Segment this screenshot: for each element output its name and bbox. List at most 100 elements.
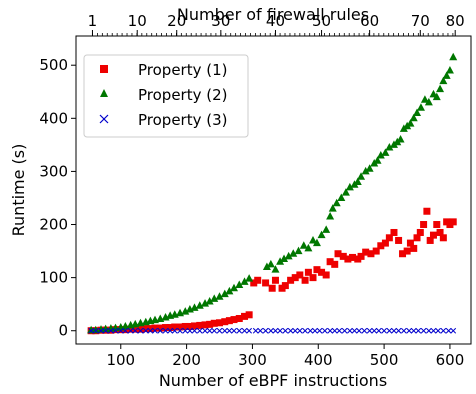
data-point-property-1 (262, 279, 270, 287)
data-point-property-2 (190, 303, 199, 311)
data-point-property-1 (390, 228, 398, 236)
data-point-property-1 (196, 321, 204, 329)
data-point-property-2 (225, 286, 234, 295)
legend-label-property-2: Property (2) (138, 86, 228, 104)
data-point-property-3 (415, 327, 422, 334)
data-point-property-3 (366, 327, 373, 334)
data-point-property-3 (202, 327, 208, 334)
data-point-property-1 (322, 271, 330, 279)
data-point-property-3 (406, 327, 412, 334)
data-point-property-3 (142, 327, 149, 334)
data-point-property-2 (341, 188, 350, 196)
data-point-property-1 (301, 276, 309, 284)
legend-box (83, 54, 249, 138)
data-point-property-3 (347, 327, 353, 334)
data-point-property-3 (162, 327, 169, 334)
data-point-property-3 (391, 327, 397, 334)
data-point-property-3 (316, 327, 323, 334)
data-point-property-3 (302, 327, 308, 334)
data-point-property-1 (313, 266, 321, 274)
data-point-property-3 (137, 327, 144, 334)
data-point-property-2 (432, 92, 441, 101)
data-point-property-3 (122, 327, 129, 334)
y-axis-label: Runtime (s) (9, 144, 28, 237)
data-point-property-1 (344, 255, 352, 263)
y-tick-label: 300 (39, 162, 68, 180)
data-point-property-1 (245, 311, 253, 319)
top-tick-label: 50 (312, 12, 331, 30)
data-point-property-1 (156, 324, 164, 332)
data-point-property-1 (151, 324, 159, 332)
top-tick-label: 40 (266, 12, 285, 30)
data-point-property-2 (332, 198, 341, 207)
data-point-property-1 (339, 252, 347, 260)
data-point-property-1 (281, 282, 289, 290)
x-axis-label: Number of eBPF instructions (159, 371, 387, 390)
data-point-property-3 (112, 327, 119, 334)
data-point-property-2 (299, 241, 308, 249)
data-point-property-1 (423, 207, 431, 215)
data-point-property-2 (312, 238, 321, 247)
data-point-property-1 (210, 319, 218, 327)
data-point-property-3 (171, 327, 178, 334)
y-tick-label: 100 (39, 269, 68, 287)
data-point-property-2 (317, 230, 326, 239)
data-point-property-3 (262, 327, 269, 334)
data-point-property-2 (373, 156, 382, 164)
data-point-property-1 (331, 260, 339, 268)
data-point-property-1 (296, 271, 304, 279)
data-point-property-3 (88, 327, 94, 334)
x-tick-label: 300 (238, 351, 267, 369)
data-point-property-3 (375, 327, 382, 334)
top-x-axis-label: Number of firewall rules (177, 5, 369, 24)
data-point-property-2 (353, 177, 362, 186)
data-point-property-2 (210, 294, 219, 302)
data-point-property-3 (381, 327, 387, 334)
data-point-property-1 (420, 221, 428, 229)
data-point-property-1 (326, 258, 334, 266)
data-point-property-2 (385, 143, 394, 151)
data-point-property-2 (381, 148, 390, 156)
top-tick-label: 70 (411, 12, 430, 30)
data-point-property-2 (416, 103, 425, 111)
y-tick-label: 200 (39, 216, 68, 234)
data-point-property-2 (420, 95, 429, 103)
y-tick-label: 0 (58, 322, 68, 340)
data-point-property-2 (195, 301, 204, 309)
data-point-property-1 (254, 276, 262, 284)
x-tick-label: 100 (106, 351, 135, 369)
data-point-property-2 (345, 182, 354, 191)
legend-marker-property-1 (100, 65, 108, 73)
data-point-property-3 (182, 327, 189, 334)
data-point-property-1 (291, 274, 299, 282)
data-point-property-2 (215, 292, 224, 300)
data-point-property-3 (351, 327, 358, 334)
data-point-property-3 (445, 327, 452, 334)
data-point-property-1 (416, 228, 424, 236)
data-point-property-3 (331, 327, 338, 334)
data-point-property-1 (362, 248, 370, 256)
data-point-property-1 (191, 322, 198, 330)
data-point-property-3 (292, 327, 299, 334)
data-point-property-3 (226, 327, 233, 334)
data-point-property-3 (450, 327, 457, 334)
data-point-property-2 (406, 119, 415, 127)
data-point-property-3 (132, 327, 139, 334)
top-tick-label: 30 (211, 12, 230, 30)
data-point-property-1 (271, 276, 279, 284)
data-point-property-1 (385, 234, 393, 242)
data-point-property-1 (436, 228, 444, 236)
data-point-property-3 (410, 327, 417, 334)
data-point-property-1 (426, 236, 434, 244)
data-point-property-1 (406, 239, 414, 247)
legend-marker-property-3 (99, 114, 109, 124)
data-point-property-3 (277, 327, 283, 334)
data-point-property-1 (250, 279, 258, 287)
data-point-property-1 (230, 316, 238, 324)
data-point-property-3 (435, 327, 441, 334)
data-point-property-1 (318, 268, 326, 276)
data-point-property-3 (157, 327, 164, 334)
data-point-property-3 (191, 327, 198, 334)
data-point-property-1 (403, 247, 411, 255)
data-point-property-1 (241, 312, 249, 320)
